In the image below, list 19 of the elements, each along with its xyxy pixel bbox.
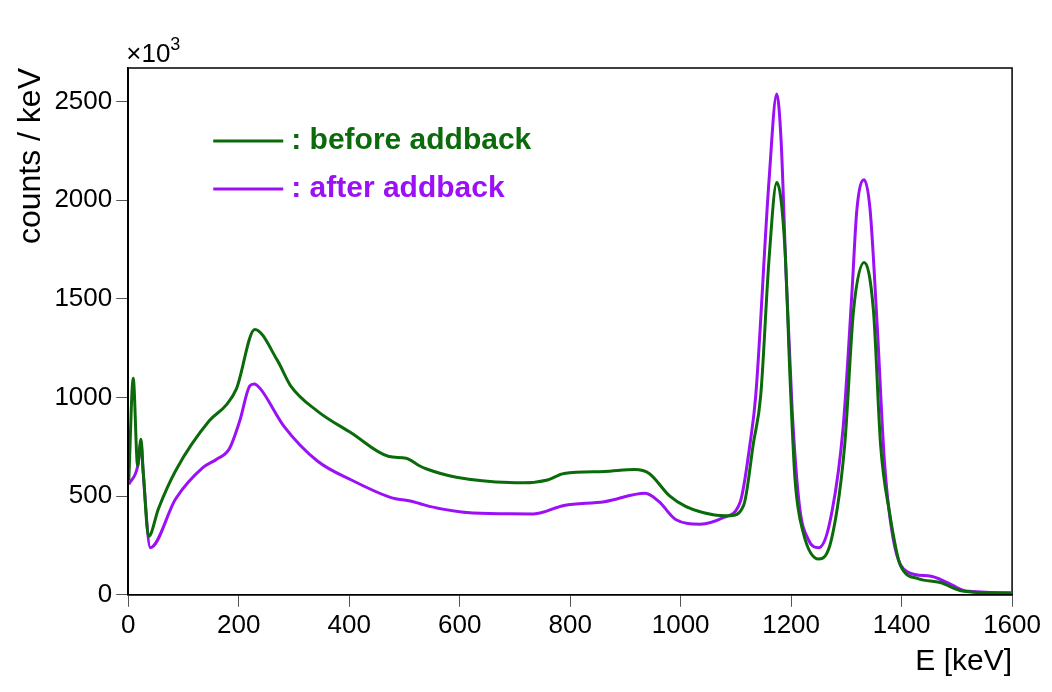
x-tick-label: 1600 (983, 608, 1041, 639)
x-tick-label: 0 (121, 608, 136, 639)
x-axis-title: E [keV] (915, 643, 1013, 677)
x-tick-label: 800 (548, 608, 592, 639)
x-tick-label: 400 (327, 608, 371, 639)
y-tick-label: 1000 (54, 380, 113, 411)
x-tick-label: 1000 (651, 608, 710, 639)
y-tick-label: 0 (97, 577, 113, 608)
y-tick-label: 2000 (54, 183, 113, 214)
x-tick-label: 1200 (762, 608, 821, 639)
y-axis-title: counts / keV (11, 67, 48, 245)
y-tick-label: 1500 (54, 282, 113, 313)
x-tick-label: 1400 (872, 608, 931, 639)
legend-label: : after addback (291, 170, 505, 204)
x-tick-label: 600 (437, 608, 482, 639)
x-tick-label: 200 (217, 608, 261, 639)
legend-label: : before addback (291, 122, 532, 156)
y-tick-label: 2500 (54, 84, 113, 115)
y-tick-label: 500 (68, 479, 113, 510)
